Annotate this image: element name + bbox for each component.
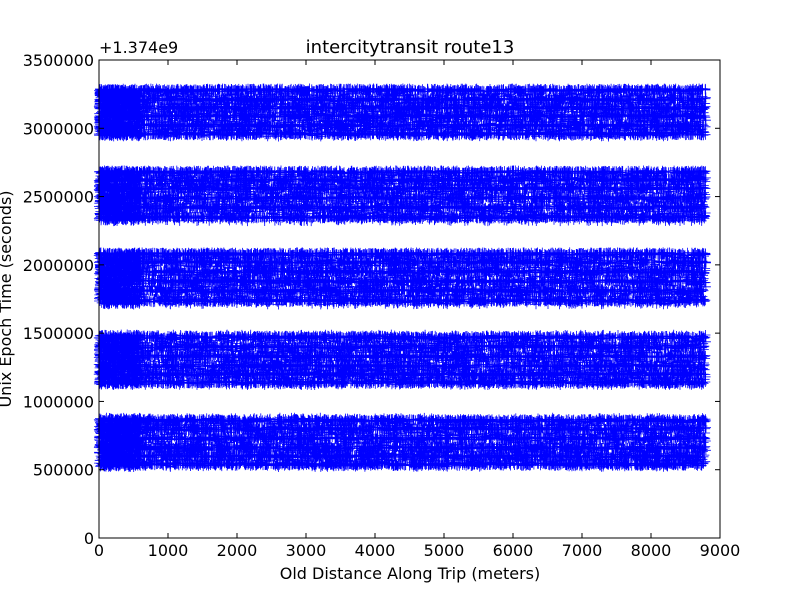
y-tick-label: 500000	[33, 461, 94, 480]
x-tick-label: 0	[94, 541, 104, 560]
data-points	[93, 83, 711, 472]
x-tick-label: 3000	[286, 541, 327, 560]
scatter-band-markers	[93, 329, 711, 390]
y-tick-label: 0	[84, 529, 94, 548]
y-tick-label: 1500000	[23, 324, 94, 343]
y-tick-label: 2500000	[23, 188, 94, 207]
y-tick-label: 2000000	[23, 256, 94, 275]
x-axis-ticks: 0 1000 2000 3000 4000 5000 6000 7000 8000 9000	[94, 60, 740, 560]
chart-title: intercitytransit route13	[306, 37, 515, 58]
x-tick-label: 6000	[493, 541, 534, 560]
y-axis-ticks: 0 500000 1000000 1500000 2000000 2500000 30000…	[23, 51, 720, 548]
x-tick-label: 2000	[217, 541, 258, 560]
y-axis-label: Unix Epoch Time (seconds)	[0, 190, 15, 407]
y-tick-label: 1000000	[23, 392, 94, 411]
plot-frame	[98, 59, 721, 539]
y-offset-label: +1.374e9	[99, 38, 178, 57]
x-axis-label: Old Distance Along Trip (meters)	[280, 564, 541, 583]
y-tick-label: 3000000	[23, 119, 94, 138]
x-tick-label: 9000	[700, 541, 741, 560]
x-tick-label: 4000	[355, 541, 396, 560]
x-tick-label: 7000	[562, 541, 603, 560]
scatter-band-markers	[93, 165, 711, 227]
x-tick-label: 5000	[424, 541, 465, 560]
y-tick-label: 3500000	[23, 51, 94, 70]
x-tick-label: 8000	[631, 541, 672, 560]
x-tick-label: 1000	[148, 541, 189, 560]
